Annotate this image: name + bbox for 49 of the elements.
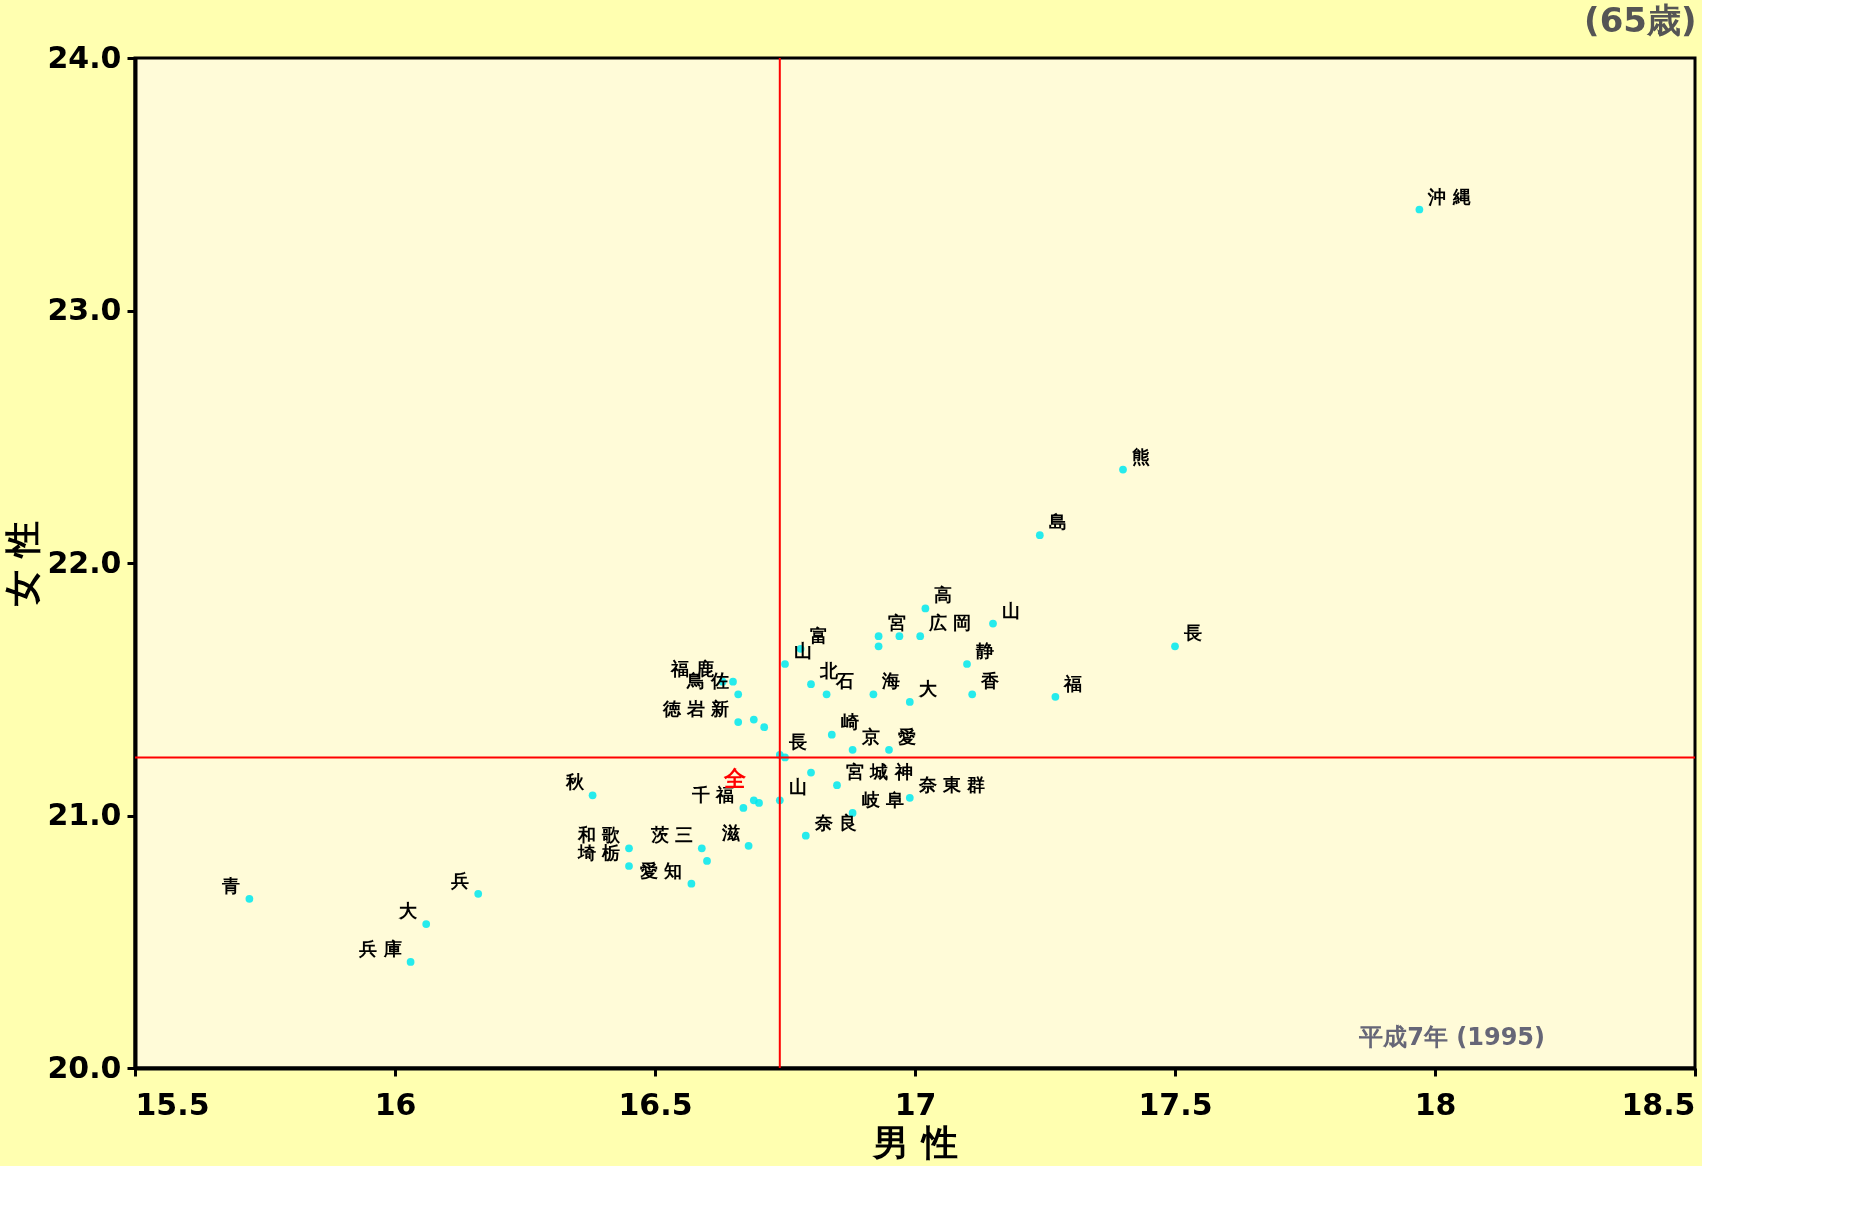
annotation: 平成7年 (1995) [1358,1023,1545,1051]
y-axis-title: 女 性 [2,521,44,606]
text: 広 岡 [929,612,972,634]
text: 秋 [565,771,584,793]
text: 愛 知 [640,859,683,881]
text: 長 [788,730,807,752]
text: 大 [399,900,418,922]
x-axis-title: 男 性 [872,1121,958,1163]
text: 兵 [451,869,470,891]
text: 香 [981,670,1000,692]
text: 滋 [721,821,740,843]
text: 長 [1184,622,1202,644]
y-tick-label: 24.0 [47,39,122,75]
text: 宮 城 神 [846,761,913,783]
text: 宮 [887,612,906,634]
text: 岐 阜 [861,788,904,810]
text: 京 [861,725,880,747]
text: 富 [809,624,828,646]
x-tick-label: 17 [894,1086,937,1122]
text: 大 [918,677,937,699]
y-tick-label: 22.0 [47,544,122,580]
y-tick-label: 20.0 [47,1049,122,1085]
x-tick-label: 18.5 [1621,1086,1696,1122]
x-tick-label: 16 [374,1086,417,1122]
text: 崎 [840,710,859,732]
text: 愛 [898,725,916,747]
text: 徳 岩 新 [662,698,730,720]
x-tick-label: 17.5 [1138,1086,1213,1122]
y-tick-label: 21.0 [47,797,122,832]
text: 山 [1002,599,1020,621]
text: 兵 庫 [359,937,402,959]
text: 福 [1064,672,1083,694]
text: 山 [788,776,807,798]
x-tick-label: 18 [1414,1086,1457,1122]
text: 沖 縄 [1428,185,1471,207]
x-tick-label: 16.5 [618,1086,693,1122]
chart-title: (65歳) [1584,0,1697,40]
text: 山 [794,640,812,661]
text: 静 [976,640,994,661]
text: 青 [222,874,241,896]
text: 島 [1048,511,1067,533]
text: 茨 三 [650,824,693,846]
text: 高 [934,584,953,606]
x-tick-label: 15.5 [135,1086,210,1122]
text: 熊 [1132,445,1150,467]
y-tick-label: 23.0 [47,292,122,327]
text: 奈 良 [814,811,858,833]
text: 海 [882,670,901,692]
text: 奈 東 群 [918,773,986,795]
